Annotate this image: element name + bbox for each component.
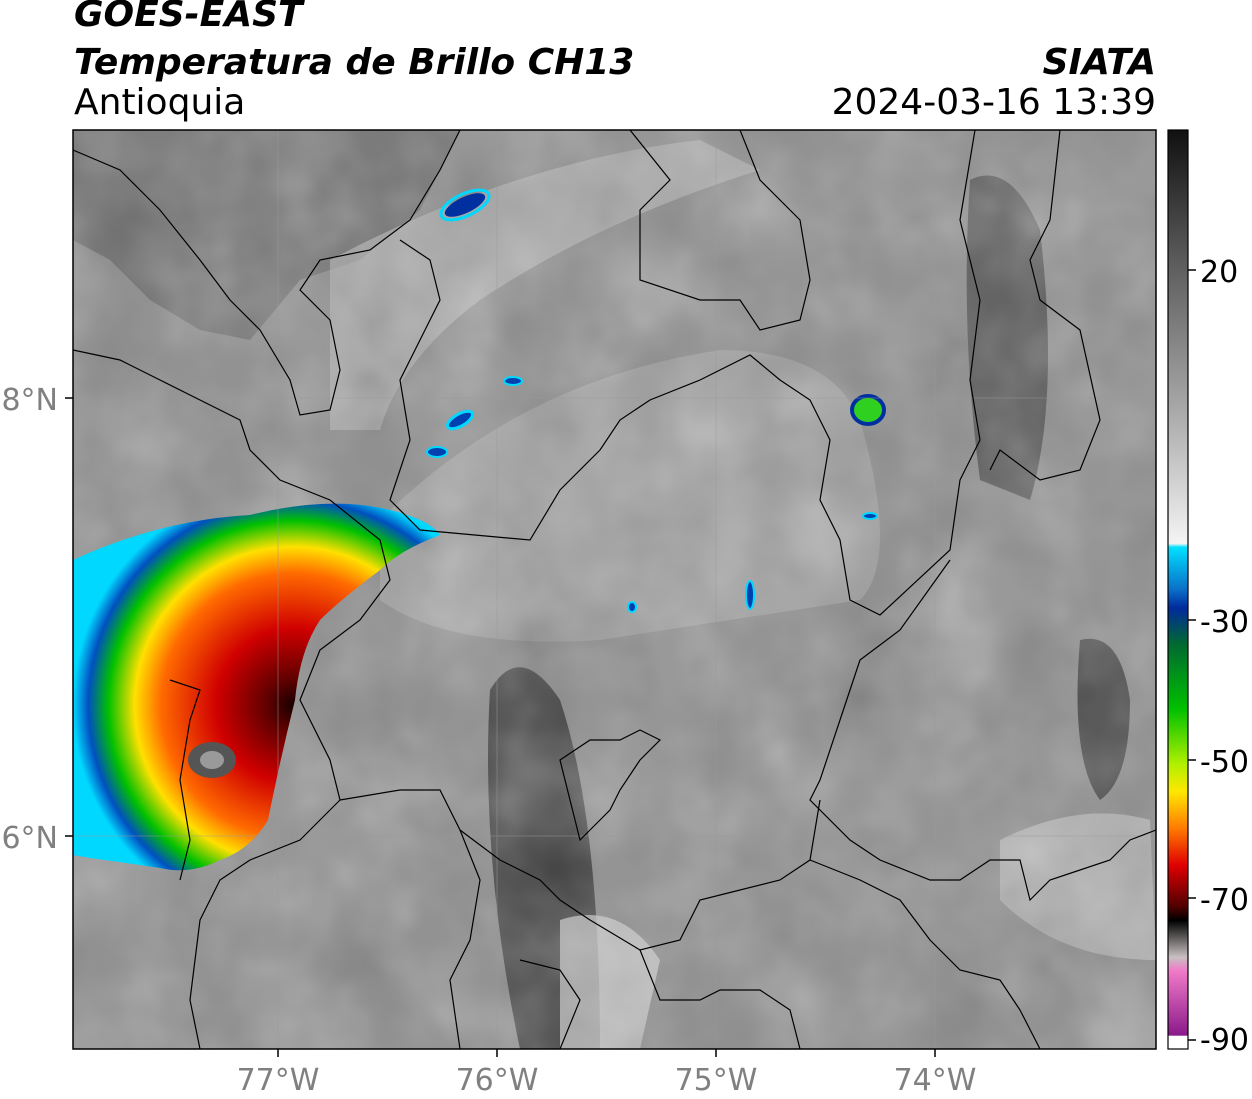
colorbar-tick-20: 20	[1200, 255, 1238, 290]
lon-label-77w: 77°W	[237, 1063, 320, 1098]
organization-label: SIATA	[1042, 42, 1156, 83]
colorbar-tick-minus70: -70	[1200, 883, 1249, 918]
axis-ticks	[65, 397, 936, 1057]
lon-label-76w: 76°W	[456, 1063, 539, 1098]
storm-system	[73, 503, 440, 871]
satellite-title: GOES-EAST	[74, 0, 303, 35]
cloud-cell	[444, 193, 486, 217]
map-area	[73, 130, 1156, 1049]
timestamp-label: 2024-03-16 13:39	[831, 82, 1156, 123]
region-title: Antioquia	[74, 82, 246, 123]
product-title: Temperatura de Brillo CH13	[74, 42, 635, 83]
colorbar: 20 -30 -50 -70 -90	[1167, 129, 1249, 1058]
cloud-cell	[850, 394, 886, 426]
colorbar-tick-minus50: -50	[1200, 745, 1249, 780]
lon-label-75w: 75°W	[675, 1063, 758, 1098]
boundaries	[73, 130, 1156, 1049]
map-frame	[72, 129, 1157, 1050]
colorbar-tick-minus30: -30	[1200, 605, 1249, 640]
lon-label-74w: 74°W	[894, 1063, 977, 1098]
lat-label-6n: 6°N	[1, 821, 58, 856]
colorbar-tick-minus90: -90	[1200, 1023, 1249, 1058]
lat-label-8n: 8°N	[1, 383, 58, 418]
